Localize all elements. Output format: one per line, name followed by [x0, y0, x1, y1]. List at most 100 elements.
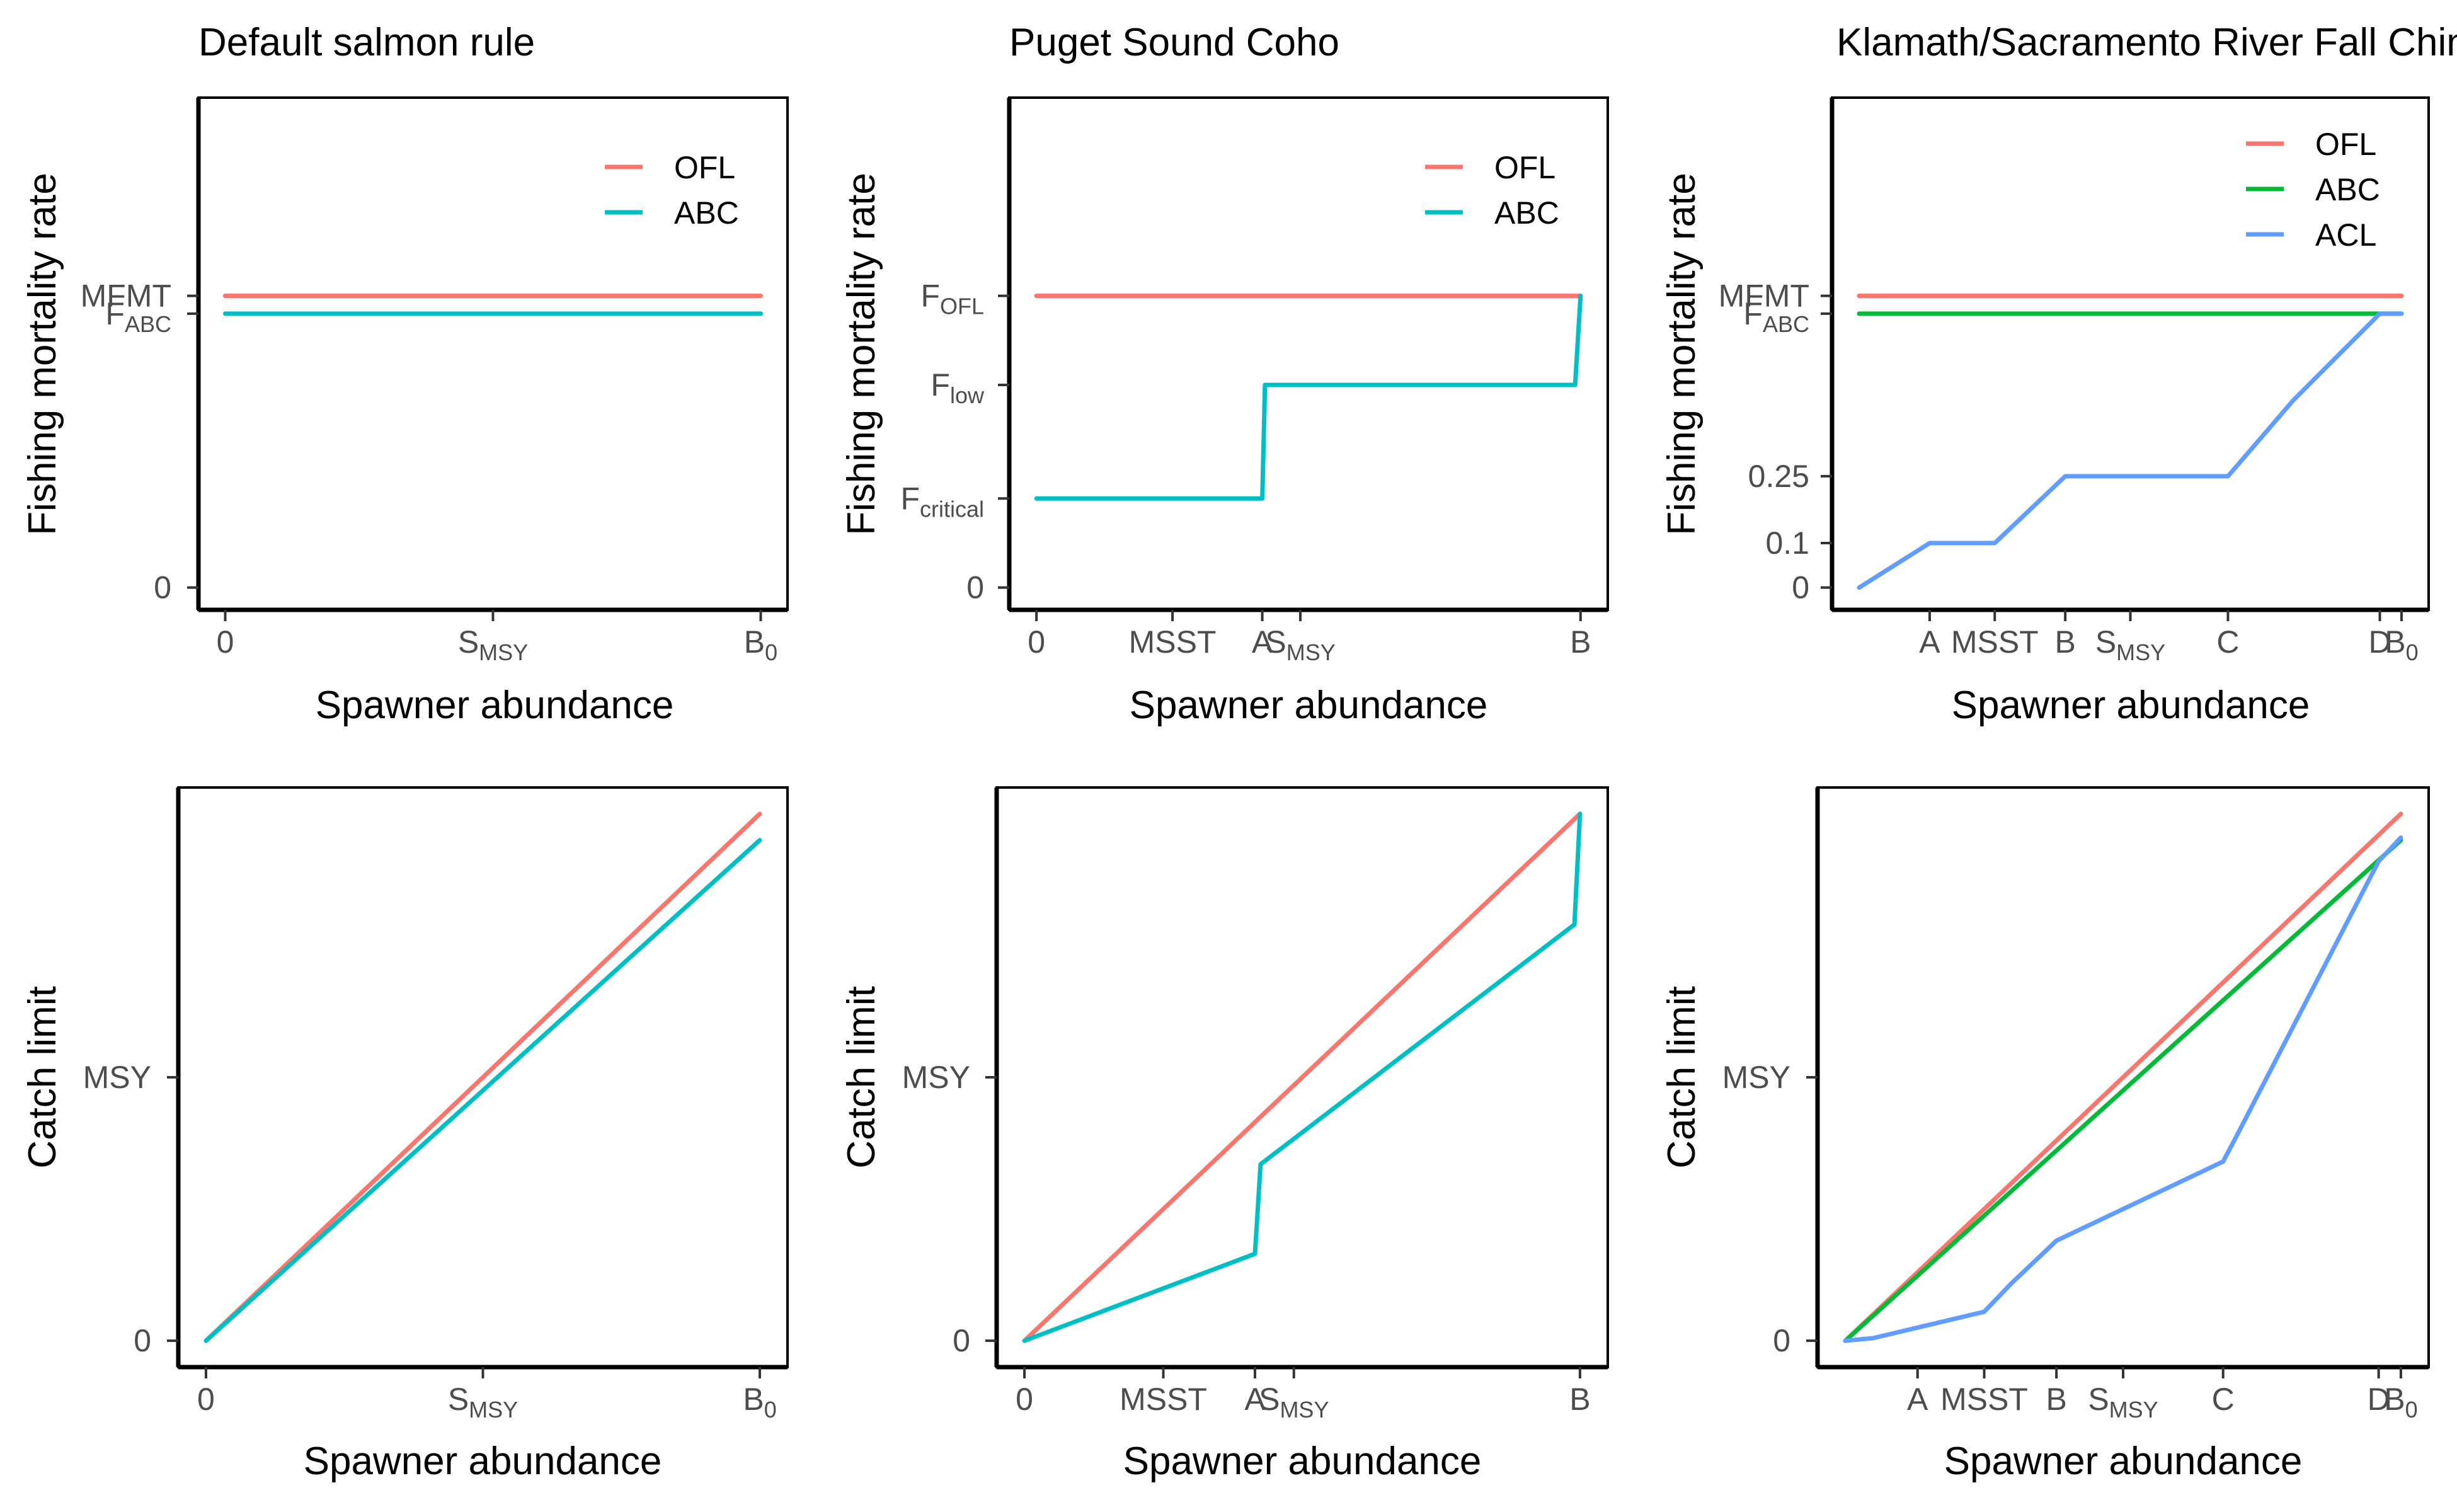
x-tick-label: B: [1569, 1382, 1590, 1417]
y-axis-title: Catch limit: [21, 986, 64, 1168]
x-tick-label: B0: [2384, 1382, 2417, 1423]
series-line-ofl: [1022, 811, 1583, 1343]
tick-subscript: MSY: [479, 639, 528, 665]
tick-main: B: [1570, 624, 1591, 660]
y-tick-label: MFMT: [1719, 278, 1809, 314]
y-tick-label: FABC: [105, 296, 171, 337]
tick-main: S: [2095, 624, 2116, 660]
tick-subscript: 0: [2405, 1397, 2418, 1423]
tick-subscript: critical: [920, 496, 984, 522]
panel-p11: Default salmon rule Spawner abundance Fish…: [21, 21, 789, 727]
legend-label-ofl: OFL: [1494, 150, 1555, 185]
tick-main: F: [105, 296, 125, 331]
x-tick-label: SMSY: [1265, 624, 1335, 665]
series-line-abc: [1034, 294, 1583, 501]
x-tick-label: SMSY: [448, 1382, 518, 1423]
x-axis-title: Spawner abundance: [1944, 1440, 2303, 1483]
y-axis-title: Catch limit: [840, 986, 883, 1168]
tick-main: A: [1907, 1382, 1928, 1417]
tick-main: MFMT: [1719, 278, 1809, 314]
y-axis-title: Fishing mortality rate: [1660, 173, 1704, 535]
x-tick-label: MSST: [1951, 624, 2039, 660]
legend-label-acl: ACL: [2315, 217, 2376, 253]
y-axis-title: Fishing mortality rate: [840, 173, 883, 535]
legend-label-ofl: OFL: [674, 150, 735, 185]
tick-main: MSY: [1722, 1060, 1790, 1095]
tick-main: MSY: [83, 1060, 151, 1095]
y-tick-label: 0: [1792, 570, 1809, 605]
tick-main: 0: [1028, 624, 1045, 660]
y-axis-title: Catch limit: [1660, 986, 1704, 1168]
tick-main: 0: [217, 624, 234, 660]
tick-main: 0: [1792, 570, 1809, 605]
tick-main: B: [744, 624, 765, 660]
tick-subscript: MSY: [469, 1397, 518, 1423]
series-line-ofl: [203, 811, 762, 1343]
tick-main: F: [900, 481, 920, 516]
tick-main: B: [1569, 1382, 1590, 1417]
x-tick-label: SMSY: [1259, 1382, 1329, 1423]
tick-subscript: 0: [764, 1397, 777, 1423]
x-tick-label: D: [2368, 1382, 2390, 1417]
panel-p12: Puget Sound Coho Spawner abundance Fishing…: [840, 21, 1609, 727]
x-tick-label: B0: [743, 1382, 776, 1423]
x-tick-label: 0: [217, 624, 234, 660]
tick-main: 0: [1016, 1382, 1033, 1417]
tick-main: D: [2368, 1382, 2390, 1417]
y-tick-label: 0: [134, 1323, 151, 1358]
y-tick-label: MSY: [83, 1060, 151, 1095]
legend-label-abc: ABC: [674, 195, 739, 231]
x-axis-title: Spawner abundance: [1123, 1440, 1482, 1483]
x-tick-label: 0: [1016, 1382, 1033, 1417]
tick-main: MSST: [1129, 624, 1217, 660]
legend-label-abc: ABC: [2315, 172, 2380, 207]
y-tick-label: 0: [966, 570, 984, 605]
x-tick-label: D: [2368, 624, 2391, 660]
tick-main: S: [1259, 1382, 1280, 1417]
tick-main: F: [1743, 296, 1763, 331]
tick-main: B: [2384, 1382, 2405, 1417]
tick-main: A: [1244, 1382, 1266, 1417]
legend-label-abc: ABC: [1494, 195, 1559, 231]
x-axis-title: Spawner abundance: [304, 1440, 662, 1483]
y-tick-label: 0: [154, 570, 171, 605]
y-tick-label: Flow: [931, 367, 985, 408]
tick-main: S: [2088, 1382, 2109, 1417]
y-tick-label: 0.1: [1765, 525, 1809, 561]
tick-main: B: [2055, 624, 2076, 660]
tick-main: B: [743, 1382, 764, 1417]
tick-subscript: MSY: [1286, 639, 1336, 665]
tick-subscript: MSY: [2116, 639, 2165, 665]
series-line-ofl: [1843, 811, 2403, 1343]
x-tick-label: MSST: [1940, 1382, 2028, 1417]
y-tick-label: FOFL: [920, 278, 984, 319]
x-tick-label: B0: [2385, 624, 2418, 665]
tick-main: 0: [953, 1323, 970, 1358]
x-tick-label: B: [1570, 624, 1591, 660]
x-tick-label: SMSY: [2088, 1382, 2158, 1423]
x-tick-label: MSST: [1129, 624, 1217, 660]
series-line-acl: [1857, 311, 2404, 590]
y-tick-label: MSY: [902, 1060, 970, 1095]
x-tick-label: A: [1244, 1382, 1266, 1417]
tick-subscript: MSY: [1280, 1397, 1329, 1423]
tick-main: 0: [1773, 1323, 1790, 1358]
tick-main: C: [2216, 624, 2239, 660]
x-tick-label: 0: [197, 1382, 215, 1417]
tick-main: A: [1919, 624, 1940, 660]
tick-main: 0: [966, 570, 984, 605]
tick-subscript: ABC: [125, 311, 171, 337]
x-tick-label: B: [2055, 624, 2076, 660]
y-tick-label: MSY: [1722, 1060, 1790, 1095]
series-line-abc: [1843, 838, 2403, 1343]
y-tick-label: 0: [953, 1323, 970, 1358]
tick-subscript: low: [950, 382, 985, 408]
x-tick-label: B0: [744, 624, 777, 665]
series-line-acl: [1843, 835, 2403, 1343]
tick-main: MFMT: [81, 278, 171, 314]
x-tick-label: A: [1252, 624, 1273, 660]
y-tick-label: 0.25: [1748, 459, 1809, 494]
tick-main: 0.25: [1748, 459, 1809, 494]
